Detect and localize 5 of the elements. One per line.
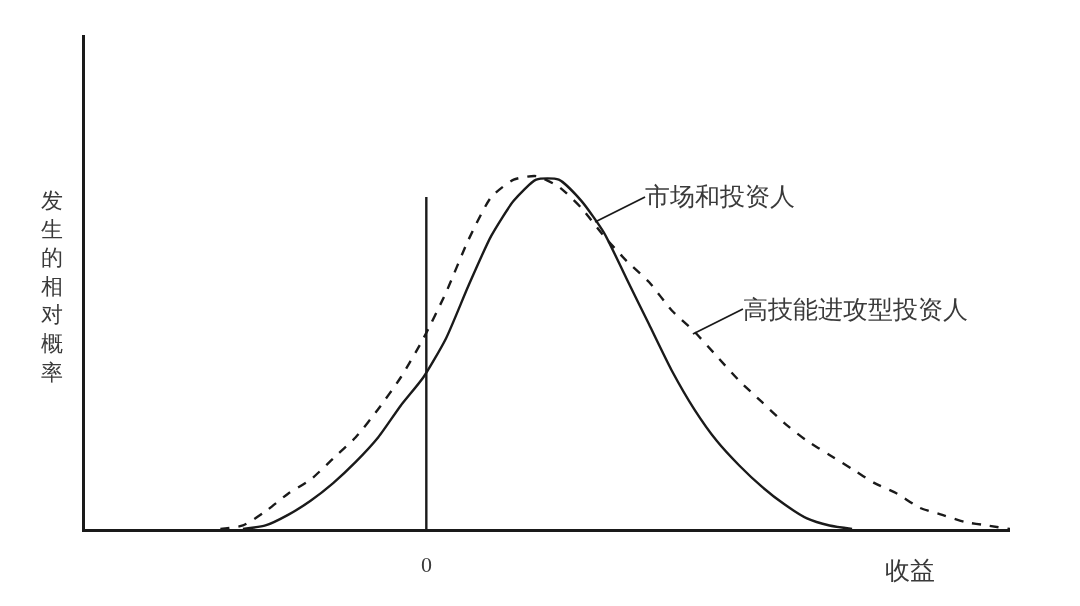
annotation: 市场和投资人 (645, 183, 795, 210)
text: 0 (421, 552, 432, 577)
annotation: 高技能进攻型投资人 (743, 296, 968, 323)
y-axis-title: 发生的相对概率 (41, 188, 63, 385)
x-axis-title: 收益 (885, 557, 935, 584)
